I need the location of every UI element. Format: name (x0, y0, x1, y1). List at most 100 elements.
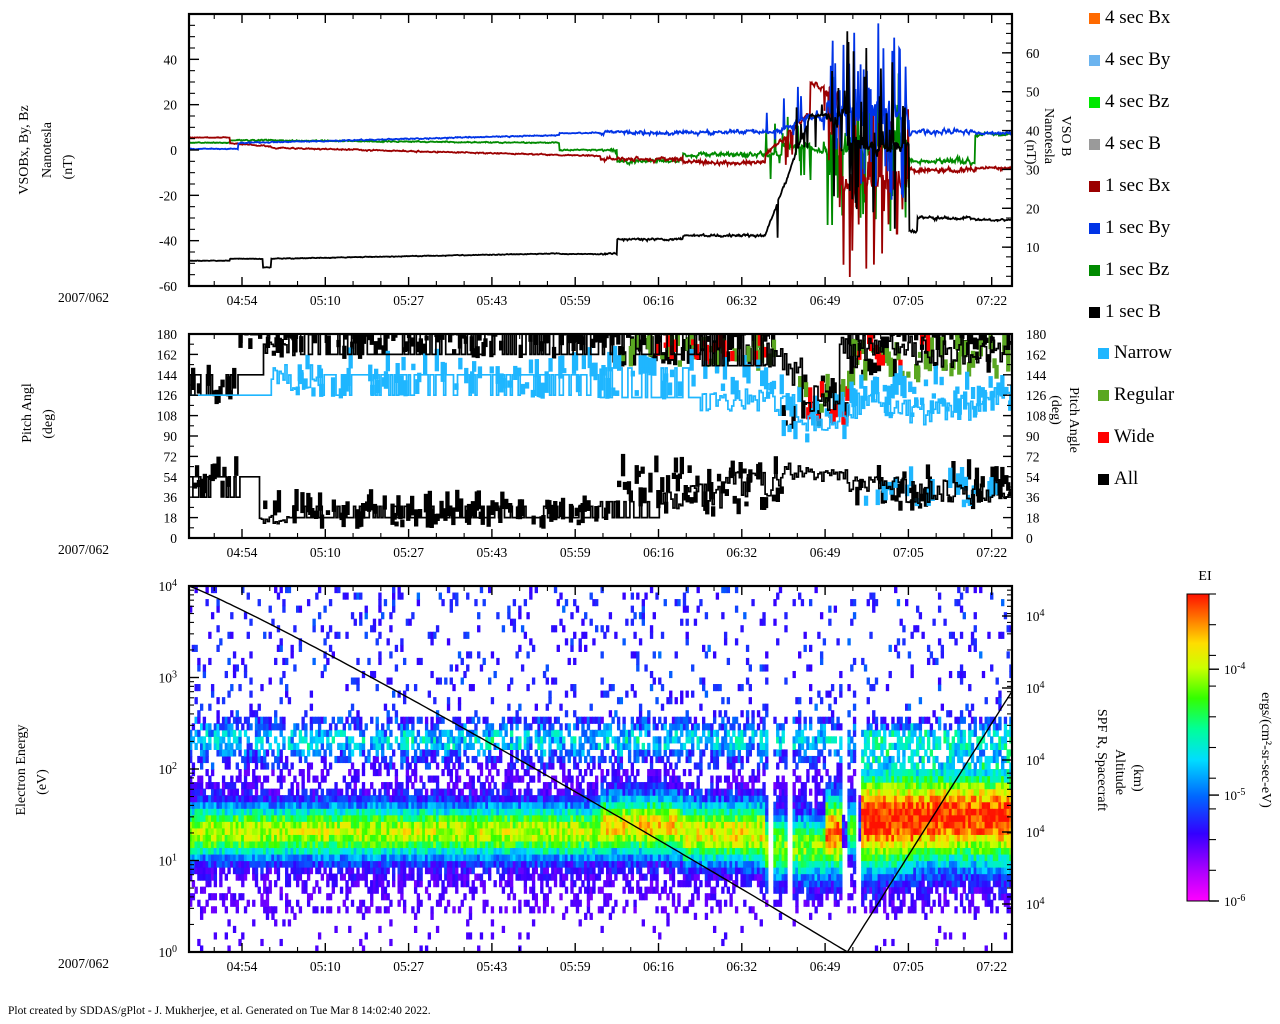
legend-item[interactable]: 1 sec Bz (1089, 259, 1169, 280)
panel2-ytick-label: 54 (164, 470, 178, 485)
panel-electron-spectrogram: 100 101 102 103 104 104 104 104 104 104 04:54 05:10… (58, 578, 1045, 975)
panel1-ytick-label-right: 40 (1026, 124, 1040, 139)
legend-label: 1 sec Bz (1105, 259, 1169, 280)
legend-label: 1 sec B (1105, 301, 1161, 322)
legend-item[interactable]: Narrow (1098, 342, 1172, 363)
legend-item[interactable]: 4 sec By (1089, 49, 1171, 70)
panel3-xtick-label: 06:16 (643, 959, 674, 974)
legend-label: 1 sec By (1105, 217, 1171, 238)
pa-narrow-blocks-c (295, 345, 784, 400)
colorbar-title: EI (1198, 569, 1212, 584)
legend-label: Regular (1114, 384, 1175, 405)
panel2-ytick-label: 180 (157, 327, 178, 342)
panel1-xtick-label: 05:59 (560, 293, 591, 308)
spectrogram-cells (189, 586, 1012, 952)
panel1-ytick-label-right: 20 (1026, 201, 1040, 216)
legend-item[interactable]: 4 sec B (1089, 133, 1161, 154)
panel2-xtick-label: 06:16 (643, 545, 674, 560)
panel2-ytick-label: 36 (164, 490, 178, 505)
legend-item[interactable]: 4 sec Bz (1089, 91, 1169, 112)
panel2-xtick-label: 05:10 (310, 545, 341, 560)
panel2-xtick-label: 05:59 (560, 545, 591, 560)
panel1-ytick-label-right: 10 (1026, 240, 1040, 255)
panel2-ytick-label: 0 (170, 531, 177, 546)
legend-swatch-icon (1089, 139, 1100, 150)
panel2-ytick-label: 144 (157, 368, 178, 383)
legend-item[interactable]: Wide (1098, 426, 1154, 447)
panel2-ytick-label-right: 90 (1026, 429, 1040, 444)
panel2-ytick-label-right: 162 (1026, 347, 1046, 362)
panel1-xtick-label: 06:32 (726, 293, 757, 308)
panel3-xtick-label: 05:27 (393, 959, 424, 974)
legend-label: 4 sec B (1105, 133, 1161, 154)
panel1-xtick-label: 07:05 (893, 293, 924, 308)
legend-item[interactable]: 1 sec By (1089, 217, 1171, 238)
legend-swatch-icon (1089, 55, 1100, 66)
panel3-ytick-label: 101 (159, 852, 178, 869)
panel1-xtick-label: 05:27 (393, 293, 424, 308)
panel2-ytick-label-right: 18 (1026, 511, 1040, 526)
panel1-ylabel-right: VSO B (1058, 116, 1073, 157)
colorbar-units: ergs/(cm²-sr-sec-eV) (1258, 692, 1273, 808)
axis-titles: VSOBx, By, Bz Nanotesla (nT) VSO B Nanot… (14, 105, 1145, 815)
panel2-ytick-label-right: 144 (1026, 368, 1047, 383)
panel2-ylabel-right-units: (deg) (1048, 395, 1063, 425)
panel3-ylabel-right-2: Altitude (1112, 749, 1127, 795)
panel1-ytick-label: -60 (159, 279, 177, 294)
panel1-ylabel-left-units2: (nT) (61, 154, 76, 179)
legend-swatch-icon (1098, 432, 1109, 443)
panel1-xtick-label: 06:16 (643, 293, 674, 308)
panel2-date-label: 2007/062 (58, 542, 109, 557)
panel3-ytick-label: 103 (159, 669, 178, 686)
trace-1sec-bx (189, 80, 1012, 278)
panel2-xtick-label: 07:22 (976, 545, 1007, 560)
panel-magnetic-field: -60 -40 -20 0 20 40 10 20 30 40 50 60 04:54 05:10 05:2… (58, 12, 1040, 308)
panel2-ytick-label: 162 (157, 347, 177, 362)
panel-pitch-angle: 0 0 18 18 36 36 54 54 72 72 90 90 108 108 126 126 144 144… (58, 327, 1047, 560)
legend-swatch-icon (1089, 223, 1100, 234)
panel2-ytick-label: 108 (157, 409, 178, 424)
legend-item[interactable]: All (1098, 468, 1138, 489)
legend-label: Wide (1114, 426, 1154, 447)
panel2-ytick-label: 90 (164, 429, 178, 444)
panel1-ylabel-left: VSOBx, By, Bz (17, 105, 32, 194)
legend-item[interactable]: 4 sec Bx (1089, 7, 1171, 28)
legend-item[interactable]: 1 sec B (1089, 301, 1161, 322)
panel2-xtick-label: 04:54 (227, 545, 258, 560)
panel2-ylabel-right: Pitch Angle (1066, 387, 1081, 453)
figure-footer: Plot created by SDDAS/gPlot - J. Mukherj… (8, 1005, 431, 1017)
legend-swatch-icon (1089, 97, 1100, 108)
panel3-ylabel-right: SPF R, Spacecraft (1094, 709, 1109, 811)
panel3-ytick-label-right: 104 (1026, 896, 1045, 913)
panel3-xtick-label: 05:43 (477, 959, 508, 974)
panel1-ytick-label-right: 30 (1026, 162, 1040, 177)
colorbar-tick-label: 10-4 (1224, 661, 1245, 678)
legend-item[interactable]: 1 sec Bx (1089, 175, 1171, 196)
pa-step-narrow-upper (189, 363, 1012, 432)
panel1-ylabel-left-units: Nanotesla (40, 121, 55, 178)
panel2-ytick-label-right: 126 (1026, 388, 1047, 403)
panel2-ytick-label: 18 (164, 511, 178, 526)
legend-swatch-icon (1089, 307, 1100, 318)
legend-label: 4 sec Bz (1105, 91, 1169, 112)
panel1-ylabel-right-units: Nanotesla (1041, 108, 1056, 165)
panel1-ytick-label: -40 (159, 234, 177, 249)
legend-label: 4 sec Bx (1105, 7, 1171, 28)
legend-swatch-icon (1089, 181, 1100, 192)
panel1-ytick-label-right: 60 (1026, 46, 1040, 61)
panel2-xtick-label: 07:05 (893, 545, 924, 560)
spacecraft-altitude-curve (189, 586, 1012, 952)
panel2-ytick-label-right: 36 (1026, 490, 1040, 505)
panel1-xtick-label: 05:43 (477, 293, 508, 308)
panel2-ytick-label-right: 54 (1026, 470, 1040, 485)
legend-swatch-icon (1098, 348, 1109, 359)
legend-swatch-icon (1098, 474, 1109, 485)
legend-item[interactable]: Regular (1098, 384, 1175, 405)
panel3-ytick-label-right: 104 (1026, 608, 1045, 625)
panel3-xtick-label: 06:49 (810, 959, 841, 974)
panel3-date-label: 2007/062 (58, 956, 109, 971)
legend: 4 sec Bx 4 sec By 4 sec Bz 4 sec B 1 sec Bx 1… (1089, 7, 1175, 489)
panel1-xtick-label: 05:10 (310, 293, 341, 308)
panel3-ytick-label: 100 (159, 944, 178, 961)
panel3-xtick-label: 05:59 (560, 959, 591, 974)
